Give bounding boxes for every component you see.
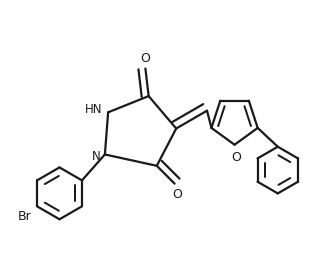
Text: O: O [231, 151, 241, 164]
Text: O: O [140, 52, 150, 65]
Text: N: N [92, 150, 101, 163]
Text: O: O [172, 188, 182, 201]
Text: Br: Br [18, 210, 31, 223]
Text: HN: HN [85, 103, 102, 116]
